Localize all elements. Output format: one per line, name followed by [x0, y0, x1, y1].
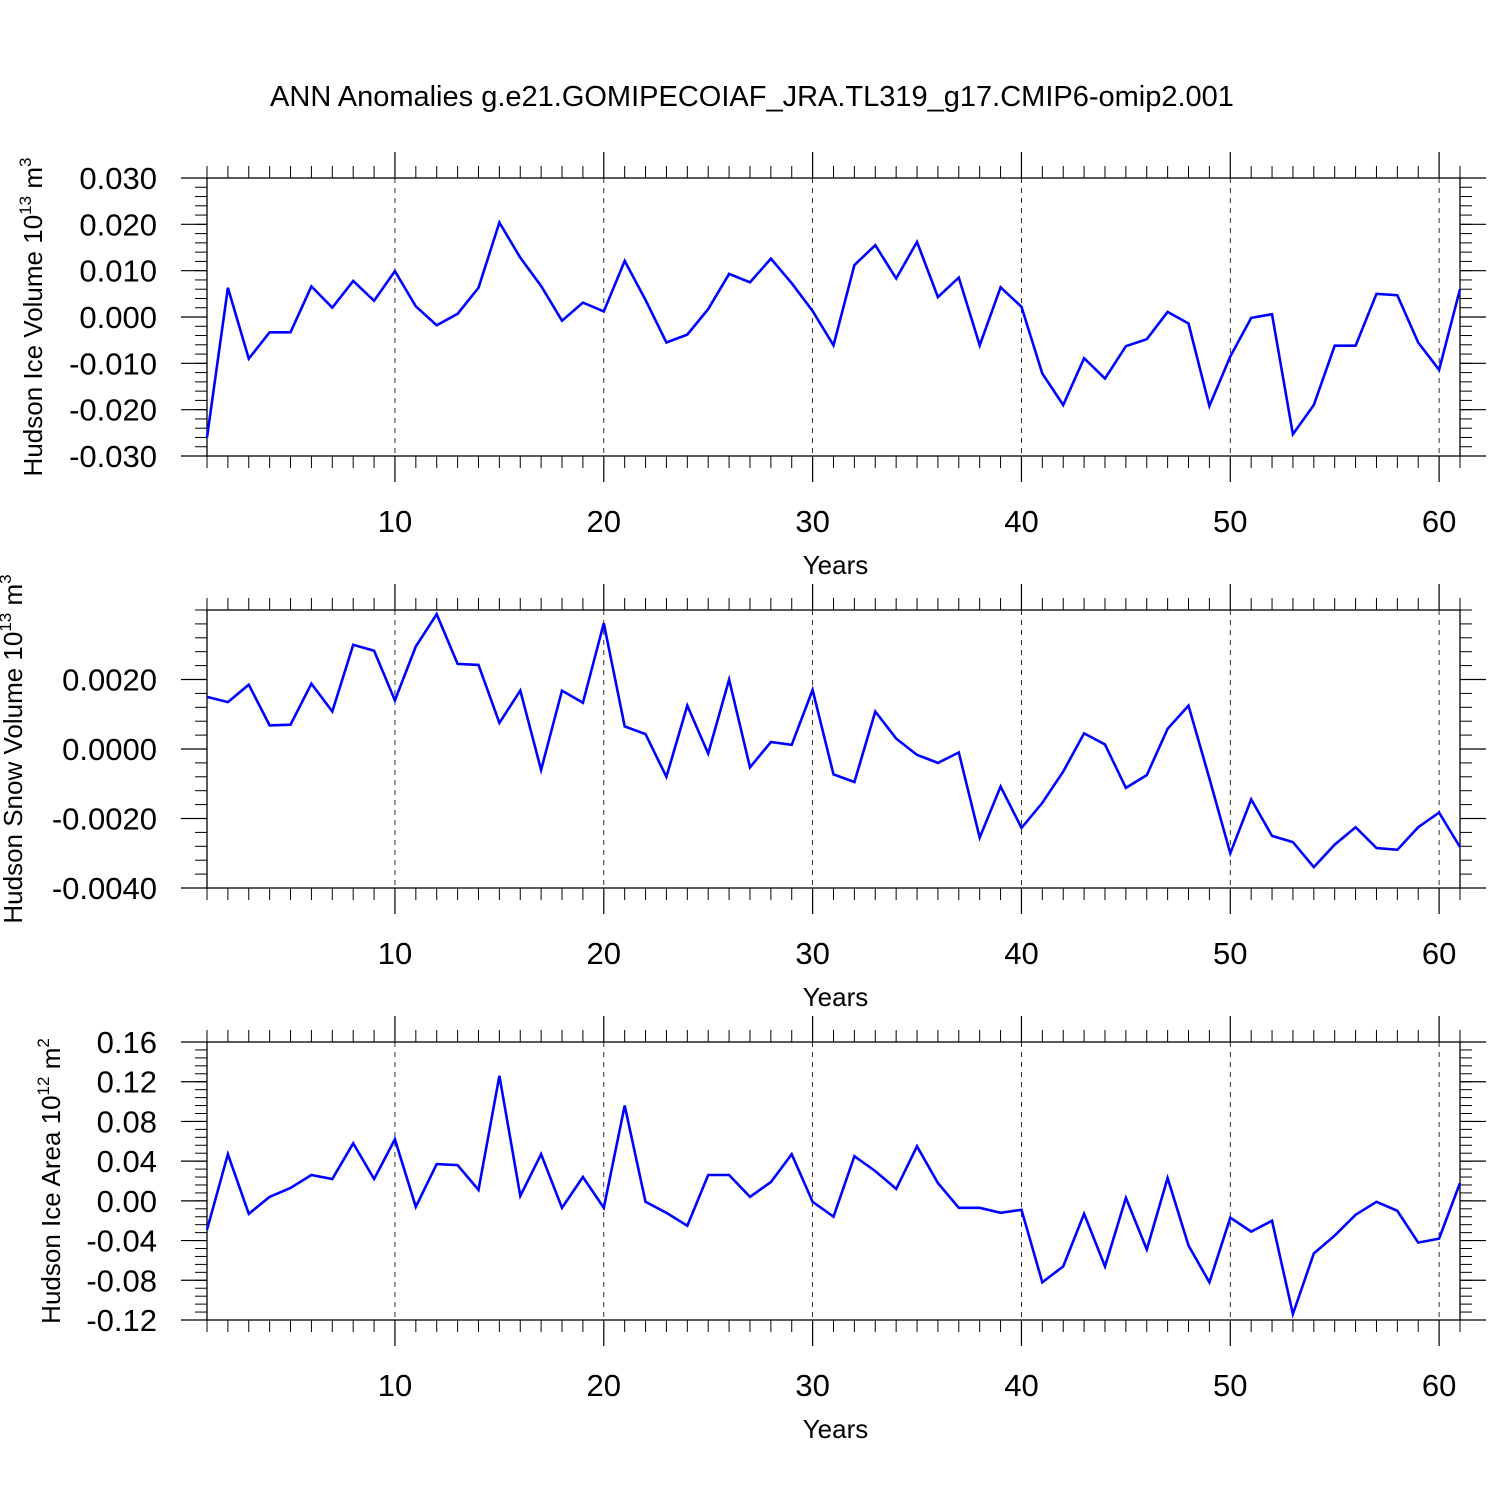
panel-snow-volume: 10 20 30 40 50 60 -0.0040 -0.0020 0.0000 0.0020 Ye… — [0, 574, 1486, 1012]
y-tick-label: -0.04 — [86, 1224, 157, 1259]
x-tick-label: 60 — [1422, 1368, 1456, 1403]
x-tick-label: 20 — [587, 936, 621, 971]
series-line — [205, 1075, 1462, 1319]
x-tick-label: 50 — [1213, 504, 1247, 539]
x-tick-label: 20 — [587, 504, 621, 539]
x-tick-label: 40 — [1004, 1368, 1038, 1403]
y-axis-label-unit-exponent: 2 — [34, 1038, 53, 1047]
x-tick-label: 30 — [795, 504, 829, 539]
y-axis-label-exponent: 12 — [34, 1077, 53, 1096]
y-tick-label: 0.00 — [97, 1184, 157, 1219]
y-tick-label: -0.020 — [69, 393, 157, 428]
panel-ice-area: 10 20 30 40 50 60 -0.12 -0.08 -0.04 0.00 0.04 0.08 0… — [34, 1016, 1486, 1444]
series-line — [206, 611, 1462, 870]
y-tick-label: 0.020 — [79, 207, 157, 242]
x-axis-label: Years — [803, 1414, 869, 1444]
y-axis-label-unit-exponent: 3 — [16, 158, 35, 167]
y-axis-label-unit: m — [18, 167, 48, 196]
y-axis-label-text: Hudson Ice Area 10 — [36, 1095, 66, 1323]
y-tick-label: 0.030 — [79, 161, 157, 196]
x-tick-label: 40 — [1004, 936, 1038, 971]
x-tick-label: 40 — [1004, 504, 1038, 539]
y-tick-label: 0.0000 — [62, 732, 157, 767]
x-tick-label: 30 — [795, 1368, 829, 1403]
y-axis-label-exponent: 13 — [0, 613, 15, 632]
y-tick-label: 0.12 — [97, 1065, 157, 1100]
x-axis-label: Years — [803, 550, 869, 580]
y-axis-label-exponent: 13 — [16, 196, 35, 215]
y-axis-label-text: Hudson Snow Volume 10 — [0, 632, 28, 924]
y-tick-label: -0.010 — [69, 346, 157, 381]
y-axis-label: Hudson Ice Area 1012 m2 — [34, 1038, 66, 1324]
y-axis-label: Hudson Snow Volume 1013 m3 — [0, 574, 28, 923]
x-tick-label: 10 — [378, 1368, 412, 1403]
y-axis-label-unit: m — [36, 1048, 66, 1077]
x-tick-label: 10 — [378, 504, 412, 539]
y-tick-label: 0.010 — [79, 254, 157, 289]
y-tick-label: 0.04 — [97, 1144, 157, 1179]
chart-title: ANN Anomalies g.e21.GOMIPECOIAF_JRA.TL31… — [270, 81, 1234, 113]
x-axis-label: Years — [803, 982, 869, 1012]
y-tick-label: -0.0040 — [52, 871, 157, 906]
y-tick-label: -0.0020 — [52, 802, 157, 837]
y-axis-label: Hudson Ice Volume 1013 m3 — [16, 158, 48, 477]
y-axis-label-unit-exponent: 3 — [0, 574, 15, 583]
x-tick-label: 50 — [1213, 1368, 1247, 1403]
y-tick-label: 0.08 — [97, 1104, 157, 1139]
x-tick-label: 30 — [795, 936, 829, 971]
x-tick-label: 20 — [587, 1368, 621, 1403]
y-tick-label: 0.16 — [97, 1025, 157, 1060]
x-tick-label: 10 — [378, 936, 412, 971]
series-line — [205, 219, 1462, 438]
y-axis-label-unit: m — [0, 584, 28, 613]
y-tick-label: -0.08 — [86, 1263, 157, 1298]
y-axis-label-text: Hudson Ice Volume 10 — [18, 215, 48, 477]
y-tick-label: -0.030 — [69, 439, 157, 474]
y-tick-label: 0.000 — [79, 300, 157, 335]
x-tick-label: 60 — [1422, 504, 1456, 539]
panel-ice-volume: 10 20 30 40 50 60 -0.030 -0.020 -0.010 0.000 0.010… — [16, 152, 1486, 580]
x-tick-label: 60 — [1422, 936, 1456, 971]
x-tick-label: 50 — [1213, 936, 1247, 971]
y-tick-label: -0.12 — [86, 1303, 157, 1338]
y-tick-label: 0.0020 — [62, 663, 157, 698]
